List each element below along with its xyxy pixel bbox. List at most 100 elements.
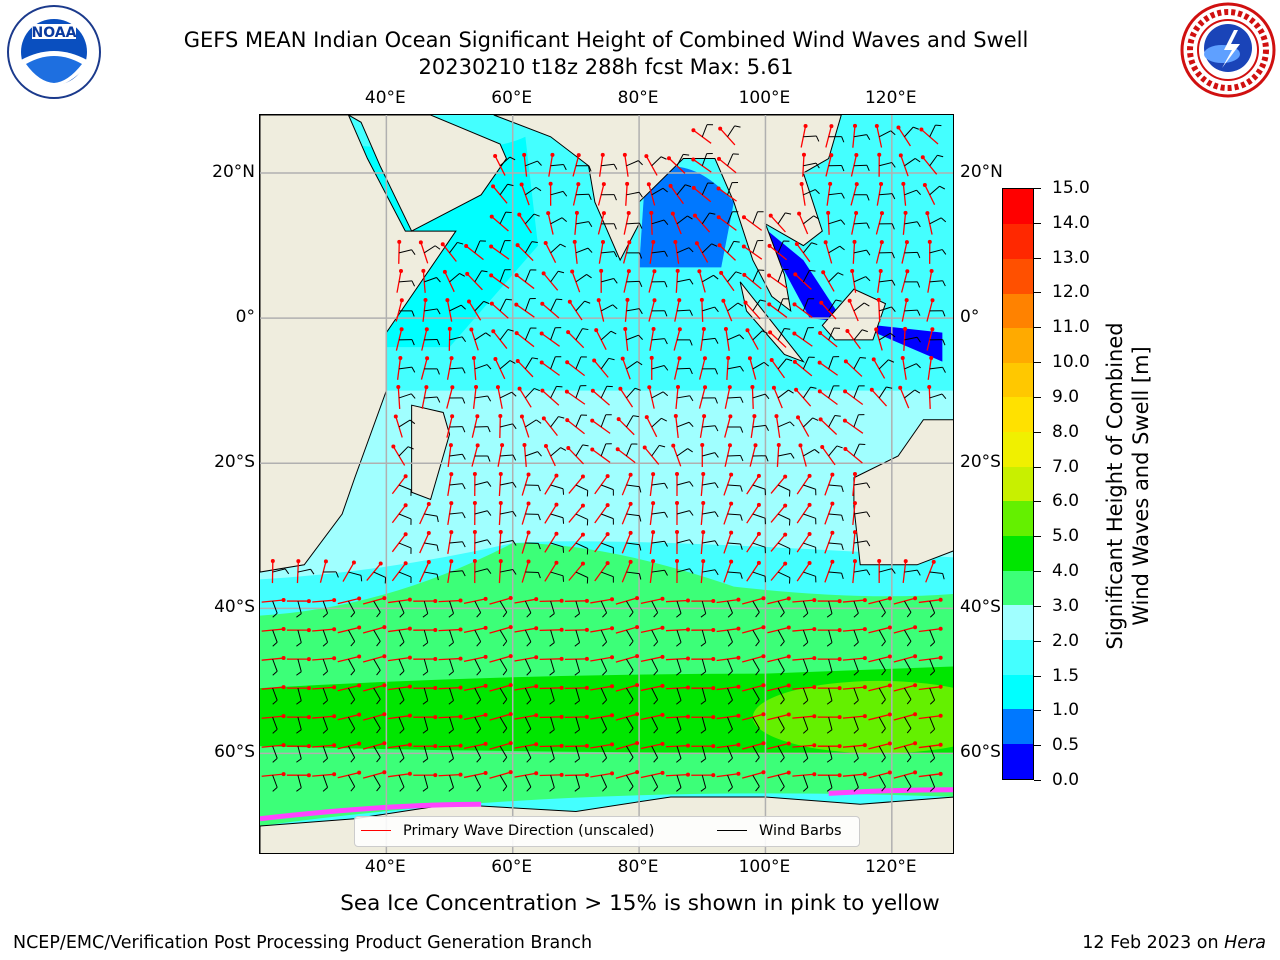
wave-arrow-head (747, 356, 752, 361)
wind-barb-staff (474, 481, 488, 486)
wave-direction-arrow (261, 628, 284, 632)
wind-barb-flag (755, 757, 760, 763)
wave-arrow-head (938, 655, 943, 660)
wave-arrow-head (807, 531, 812, 536)
wave-arrow-head (332, 656, 337, 661)
wind-barb-flag (785, 212, 792, 215)
wind-barb-flag (659, 444, 666, 448)
wind-barb-flag (350, 786, 356, 792)
wind-barb-staff (929, 366, 943, 370)
wave-arrow-head (771, 385, 776, 390)
wind-barb-flag (841, 165, 845, 172)
wave-arrow-head (398, 356, 403, 361)
wind-barb-flag (941, 393, 947, 400)
wind-barb-staff (803, 189, 816, 196)
map-area[interactable] (259, 114, 954, 854)
wave-arrow-head (378, 561, 383, 566)
wind-barb-flag (272, 757, 278, 763)
wind-barb-flag (802, 699, 809, 705)
wind-barb-staff (904, 716, 912, 729)
wave-arrow-head (540, 301, 545, 306)
wave-direction-arrow (893, 771, 916, 779)
wind-barb-staff (702, 425, 716, 428)
wind-barb-staff (575, 658, 581, 672)
wave-arrow-head (729, 559, 734, 564)
wind-barb-flag (663, 365, 669, 371)
legend-wave-line (361, 829, 391, 831)
wave-direction-arrow (799, 445, 807, 467)
wave-arrow-head (874, 124, 879, 129)
wind-barb-flag (411, 249, 416, 255)
wave-arrow-head (862, 685, 867, 690)
wave-direction-arrow (463, 685, 486, 692)
wave-direction-arrow (845, 360, 863, 377)
wind-barb-flag (448, 642, 454, 647)
wind-barb-flag (436, 396, 441, 403)
wind-barb-staff (803, 449, 815, 457)
wind-barb-staff (727, 484, 741, 487)
wave-arrow-head (332, 598, 337, 603)
wave-arrow-head (711, 773, 716, 778)
wind-barb-staff (651, 391, 664, 399)
wave-direction-arrow (521, 532, 530, 554)
colorbar-segment (1003, 674, 1033, 710)
wind-barb-staff (752, 330, 763, 341)
wave-arrow-head (440, 242, 445, 247)
wind-barb-flag (813, 215, 820, 220)
wind-barb-staff (449, 453, 463, 457)
wave-arrow-head (491, 329, 496, 334)
wave-arrow-head (817, 389, 822, 394)
wave-arrow-head (743, 300, 748, 305)
wave-arrow-head (675, 559, 680, 564)
wind-barb-staff (449, 570, 463, 573)
wind-barb-staff (853, 302, 865, 312)
wind-barb-staff (701, 153, 708, 166)
wave-arrow-head (584, 685, 589, 690)
wave-arrow-head (913, 741, 918, 746)
wind-barb-flag (839, 245, 845, 251)
wind-barb-flag (549, 729, 555, 734)
wave-arrow-head (306, 686, 311, 691)
wind-barb-flag (700, 700, 707, 705)
wind-barb-staff (803, 135, 817, 138)
wind-barb-flag (714, 306, 719, 313)
wind-barb-staff (676, 421, 690, 428)
wave-arrow-head (673, 239, 678, 244)
wind-barb-staff (929, 658, 936, 672)
wave-band-java-sea (759, 223, 943, 362)
wave-arrow-head (913, 625, 918, 630)
wave-arrow-head (877, 559, 882, 564)
wave-arrow-head (546, 211, 551, 216)
wave-arrow-head (517, 386, 522, 391)
wind-barb-staff (777, 629, 785, 642)
wind-barb-flag (476, 612, 482, 618)
wave-direction-arrow (494, 155, 506, 176)
wave-direction-arrow (261, 657, 284, 661)
wind-barb-staff (398, 280, 412, 283)
wave-arrow-head (570, 269, 575, 274)
wave-arrow-head (332, 714, 337, 719)
wave-direction-arrow (312, 657, 335, 661)
wind-barb-staff (626, 361, 638, 370)
wave-arrow-head (623, 326, 628, 331)
wind-barb-staff (524, 687, 532, 701)
wave-arrow-head (887, 654, 892, 659)
wave-arrow-head (635, 625, 640, 630)
wind-barb-staff (701, 629, 707, 643)
wave-arrow-head (736, 713, 741, 718)
wind-barb-flag (535, 186, 542, 192)
wind-barb-flag (558, 416, 565, 419)
wave-arrow-head (403, 532, 408, 537)
wind-barb-staff (701, 717, 707, 730)
wave-arrow-head (472, 530, 477, 535)
wind-barb-flag (765, 425, 769, 431)
wind-barb-flag (526, 670, 532, 676)
wave-arrow-head (357, 741, 362, 746)
wind-barb-staff (727, 241, 735, 254)
wind-barb-flag (676, 700, 682, 705)
wind-barb-staff (272, 629, 278, 643)
wave-arrow-head (716, 215, 721, 220)
wave-arrow-head (559, 743, 564, 748)
wave-arrow-head (489, 214, 494, 219)
wave-arrow-head (472, 559, 477, 564)
